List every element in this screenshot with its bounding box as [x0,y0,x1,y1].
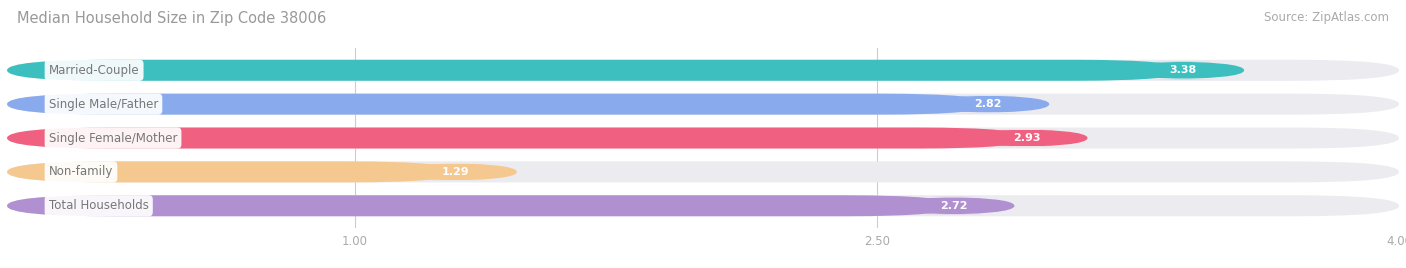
Text: Married-Couple: Married-Couple [49,64,139,77]
FancyBboxPatch shape [893,197,1015,215]
Text: Single Female/Mother: Single Female/Mother [49,132,177,144]
FancyBboxPatch shape [7,128,1026,148]
FancyBboxPatch shape [1122,61,1244,79]
Text: 1.29: 1.29 [441,167,470,177]
FancyBboxPatch shape [7,195,953,216]
Text: Source: ZipAtlas.com: Source: ZipAtlas.com [1264,11,1389,24]
FancyBboxPatch shape [7,128,1399,148]
FancyBboxPatch shape [7,60,1184,81]
Text: Single Male/Father: Single Male/Father [49,98,157,111]
FancyBboxPatch shape [7,161,456,183]
Text: 3.38: 3.38 [1170,65,1197,75]
Text: 2.93: 2.93 [1012,133,1040,143]
Text: Total Households: Total Households [49,199,149,212]
Text: 2.82: 2.82 [974,99,1002,109]
Text: 2.72: 2.72 [939,201,967,211]
FancyBboxPatch shape [7,94,1399,115]
FancyBboxPatch shape [928,95,1049,113]
FancyBboxPatch shape [7,195,1399,216]
FancyBboxPatch shape [395,163,517,181]
FancyBboxPatch shape [7,94,988,115]
FancyBboxPatch shape [7,161,1399,183]
FancyBboxPatch shape [7,60,1399,81]
Text: Non-family: Non-family [49,165,112,178]
FancyBboxPatch shape [966,129,1087,147]
Text: Median Household Size in Zip Code 38006: Median Household Size in Zip Code 38006 [17,11,326,26]
